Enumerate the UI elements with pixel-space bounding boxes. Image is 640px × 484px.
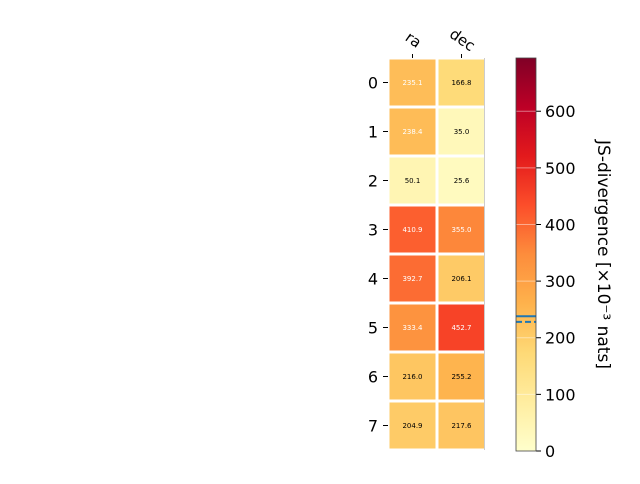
row-label: 0: [368, 74, 378, 93]
colorbar-tick-label: 0: [545, 442, 555, 461]
cell-value-label: 392.7: [402, 275, 422, 283]
row-label: 3: [368, 221, 378, 240]
cell-value-label: 235.1: [402, 79, 422, 87]
heatmap-cell: [438, 206, 485, 253]
heatmap-cell: [438, 304, 485, 351]
cell-value-label: 166.8: [451, 79, 471, 87]
heatmap-cell: [438, 255, 485, 302]
heatmap-cell: [389, 304, 436, 351]
heatmap-cell: [438, 353, 485, 400]
row-label: 4: [368, 270, 378, 289]
row-label: 5: [368, 319, 378, 338]
heatmap-grid: 235.1 166.8 238.4 35.0 50.1 25.6 410.9 355.0 392…: [368, 25, 486, 450]
colorbar-gradient: [516, 58, 536, 451]
row-label: 1: [368, 123, 378, 142]
heatmap-cell: [389, 353, 436, 400]
heatmap-cell: [438, 157, 485, 204]
cell-value-label: 452.7: [451, 324, 471, 332]
cell-value-label: 206.1: [451, 275, 471, 283]
cell-value-label: 204.9: [402, 422, 422, 430]
colorbar-tick-label: 400: [545, 215, 576, 234]
heatmap-cell: [389, 206, 436, 253]
row-label: 6: [368, 368, 378, 387]
colorbar-title: JS-divergence [×10⁻³ nats]: [593, 139, 613, 369]
colorbar-tick-label: 100: [545, 385, 576, 404]
colorbar-outline: [515, 57, 537, 452]
colorbar-tick-label: 600: [545, 102, 576, 121]
cell-value-label: 217.6: [451, 422, 472, 430]
colorbar: 0 100 200 300 400 500 600 JS-divergence [×10⁻³ …: [515, 57, 613, 461]
cell-value-label: 255.2: [451, 373, 471, 381]
heatmap-cell: [389, 59, 436, 106]
column-label: ra: [402, 28, 425, 52]
colorbar-tick-label: 500: [545, 159, 576, 178]
heatmap-cell: [389, 402, 436, 449]
cell-value-label: 410.9: [402, 226, 422, 234]
cell-value-label: 238.4: [402, 128, 423, 136]
cell-value-label: 35.0: [454, 128, 470, 136]
column-label: dec: [446, 25, 478, 55]
heatmap-cell: [389, 157, 436, 204]
colorbar-tick-label: 200: [545, 329, 576, 348]
row-label: 7: [368, 417, 378, 436]
cell-value-label: 25.6: [454, 177, 470, 185]
heatmap-cell: [389, 108, 436, 155]
heatmap-cell: [389, 255, 436, 302]
heatmap-cell: [438, 402, 485, 449]
heatmap-cell: [438, 59, 485, 106]
cell-value-label: 50.1: [405, 177, 421, 185]
cell-value-label: 216.0: [402, 373, 422, 381]
cell-value-label: 355.0: [451, 226, 471, 234]
heatmap-cell: [438, 108, 485, 155]
row-label: 2: [368, 172, 378, 191]
cell-value-label: 333.4: [402, 324, 423, 332]
colorbar-tick-label: 300: [545, 272, 576, 291]
